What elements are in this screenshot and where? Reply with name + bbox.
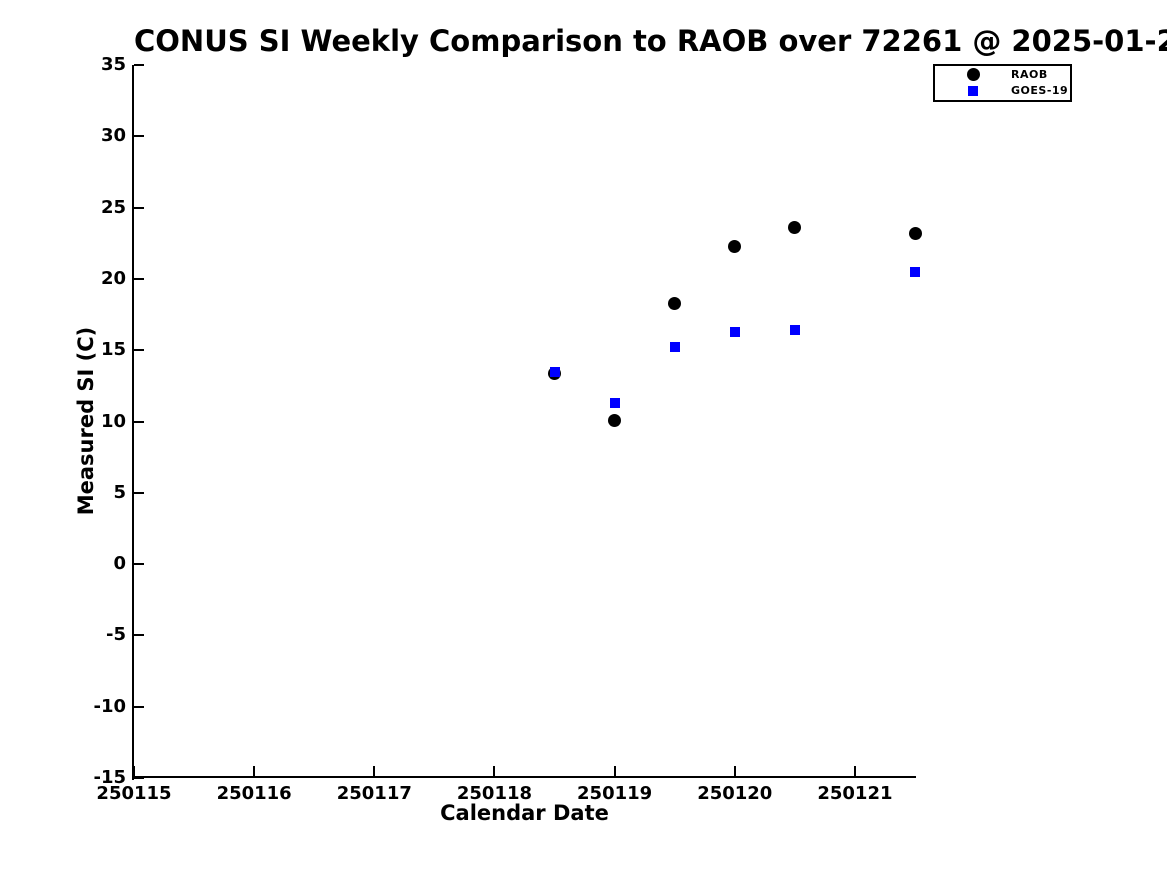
y-tick-mark bbox=[134, 705, 144, 708]
y-tick-label: 5 bbox=[113, 481, 126, 503]
x-tick-label: 250119 bbox=[577, 783, 653, 804]
x-tick-label: 250118 bbox=[456, 783, 533, 804]
legend-square-icon bbox=[968, 85, 978, 96]
x-tick-label: 250120 bbox=[697, 783, 773, 804]
x-tick-mark bbox=[133, 766, 135, 776]
y-tick-label: -10 bbox=[93, 695, 126, 717]
y-tick-mark bbox=[134, 420, 144, 423]
raob-data-point bbox=[908, 226, 922, 240]
legend-label: GOES-19 bbox=[1011, 84, 1069, 97]
x-tick-mark bbox=[493, 766, 496, 776]
chart-title: CONUS SI Weekly Comparison to RAOB over … bbox=[134, 24, 1167, 58]
x-tick-label: 250121 bbox=[817, 783, 893, 804]
y-tick-mark bbox=[134, 349, 144, 352]
x-tick-label: 250117 bbox=[336, 783, 412, 804]
y-axis-line bbox=[132, 65, 134, 780]
goes-19-data-point bbox=[910, 266, 920, 277]
raob-data-point bbox=[668, 296, 682, 310]
y-tick-label: 10 bbox=[100, 410, 126, 432]
y-tick-mark bbox=[134, 64, 144, 66]
goes-19-data-point bbox=[549, 366, 560, 377]
goes-19-data-point bbox=[729, 326, 740, 337]
y-tick-mark bbox=[134, 135, 144, 138]
legend-circle-icon bbox=[966, 67, 980, 81]
y-tick-label: -5 bbox=[106, 624, 126, 646]
y-tick-label: 30 bbox=[100, 125, 126, 147]
y-tick-mark bbox=[134, 563, 144, 566]
y-tick-mark bbox=[134, 491, 144, 494]
x-tick-mark bbox=[853, 766, 856, 776]
y-tick-mark bbox=[134, 777, 144, 779]
goes-19-data-point bbox=[669, 342, 680, 353]
x-tick-mark bbox=[733, 766, 736, 776]
legend-label: RAOB bbox=[1011, 67, 1048, 81]
x-tick-label: 250116 bbox=[216, 783, 292, 804]
y-tick-mark bbox=[134, 206, 144, 209]
y-tick-label: -15 bbox=[93, 767, 126, 788]
y-tick-label: 20 bbox=[100, 267, 126, 289]
legend-entry: RAOB bbox=[935, 66, 1070, 82]
legend-entry: GOES-19 bbox=[935, 83, 1070, 99]
y-tick-label: 0 bbox=[113, 553, 126, 575]
legend-marker-cell bbox=[935, 85, 1011, 96]
raob-data-point bbox=[728, 239, 742, 253]
raob-data-point bbox=[788, 221, 802, 235]
y-tick-label: 15 bbox=[100, 339, 126, 361]
x-tick-mark bbox=[613, 766, 616, 776]
legend: RAOB GOES-19 bbox=[933, 64, 1072, 102]
goes-19-data-point bbox=[789, 325, 800, 336]
y-tick-label: 25 bbox=[100, 196, 126, 218]
x-tick-mark bbox=[253, 766, 256, 776]
legend-marker-cell bbox=[935, 67, 1011, 81]
y-tick-label: 35 bbox=[100, 54, 126, 75]
x-axis-label: Calendar Date bbox=[440, 801, 609, 825]
y-tick-mark bbox=[134, 634, 144, 637]
x-axis-line bbox=[132, 776, 916, 778]
y-tick-mark bbox=[134, 277, 144, 280]
raob-data-point bbox=[608, 413, 622, 427]
x-tick-label: 250115 bbox=[96, 783, 172, 804]
goes-19-data-point bbox=[609, 397, 620, 408]
x-tick-mark bbox=[373, 766, 376, 776]
